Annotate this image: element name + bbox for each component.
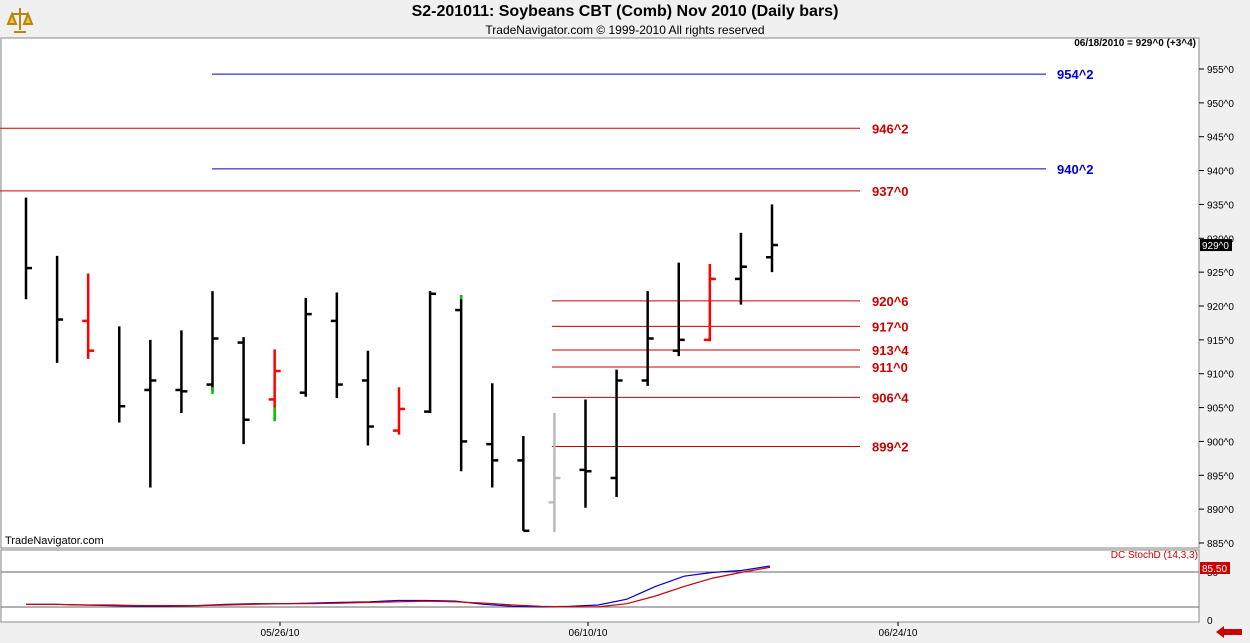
price-tick-label: 945^0: [1207, 133, 1234, 144]
ohlc-bar: [455, 295, 468, 472]
date-tick-label: 06/24/10: [879, 628, 918, 639]
price-axis: 885^0 890^0 895^0 900^0 905^0 910^0 915^0 920^0…: [1199, 65, 1234, 550]
price-tick-label: 885^0: [1207, 539, 1234, 550]
ind-value-label: 85.50: [1202, 564, 1227, 575]
ohlc-bar: [703, 264, 716, 342]
level-label: 946^2: [872, 121, 909, 136]
ohlc-bar: [237, 337, 250, 445]
price-panel: [0, 37, 1200, 549]
ohlc-bar: [118, 326, 126, 423]
date-axis: 05/26/10 06/10/10 06/24/10: [261, 622, 918, 639]
last-price-label: 929^0: [1202, 241, 1229, 252]
watermark: TradeNavigator.com: [5, 535, 104, 547]
date-tick-label: 05/26/10: [261, 628, 300, 639]
indicator-panel: [0, 549, 1200, 623]
ohlc-bar: [144, 339, 157, 488]
price-tick-label: 905^0: [1207, 404, 1234, 415]
ohlc-bar: [734, 232, 747, 305]
ohlc-bar: [82, 273, 95, 359]
price-tick-label: 925^0: [1207, 268, 1234, 279]
price-tick-label: 935^0: [1207, 200, 1234, 211]
ind-value-box: [1200, 562, 1230, 574]
last-price-box: [1200, 239, 1232, 252]
level-label: 906^4: [872, 390, 909, 405]
ohlc-bar: [641, 291, 654, 386]
ohlc-bar: [486, 383, 499, 488]
price-tick-label: 910^0: [1207, 370, 1234, 381]
ohlc-bar: [55, 255, 64, 363]
ind-tick-label: 0: [1207, 616, 1213, 627]
level-label: 954^2: [1057, 67, 1094, 82]
stochastic-plot: 50085.50: [1, 562, 1230, 627]
ohlc-bar: [175, 330, 188, 413]
price-tick-label: 955^0: [1207, 65, 1234, 76]
price-tick-label: 890^0: [1207, 505, 1234, 516]
indicator-label: DC StochD (14,3,3): [1110, 550, 1198, 561]
level-label: 920^6: [872, 294, 909, 309]
ohlc-bar: [24, 197, 32, 300]
ohlc-bar: [361, 350, 374, 446]
ohlc-bar: [393, 387, 405, 435]
price-tick-label: 920^0: [1207, 302, 1234, 313]
level-lines: 954^2 946^2 940^2 937^0 920^6 917^0 913^4 911^0…: [0, 67, 1094, 455]
level-label: 937^0: [872, 184, 909, 199]
stoch-d-line: [26, 566, 771, 608]
chart-title: S2-201011: Soybeans CBT (Comb) Nov 2010 …: [411, 3, 839, 20]
price-bars: [24, 197, 778, 533]
ohlc-bar: [424, 291, 437, 413]
price-tick-label: 895^0: [1207, 471, 1234, 482]
stoch-k-line: [26, 565, 771, 608]
level-label: 913^4: [872, 343, 909, 358]
trade-navigator-logo-icon: [6, 8, 34, 33]
level-label: 917^0: [872, 319, 909, 334]
price-tick-label: 900^0: [1207, 437, 1234, 448]
ohlc-bar: [579, 399, 592, 508]
ohlc-bar: [517, 436, 530, 533]
price-tick-label: 950^0: [1207, 99, 1234, 110]
date-tick-label: 06/10/10: [569, 628, 608, 639]
ohlc-bar: [766, 204, 778, 273]
price-tick-label: 915^0: [1207, 336, 1234, 347]
level-label: 899^2: [872, 440, 909, 455]
chart-subtitle: TradeNavigator.com © 1999-2010 All right…: [485, 23, 765, 37]
last-quote: 06/18/2010 = 929^0 (+3^4): [1074, 38, 1196, 49]
level-label: 911^0: [872, 360, 908, 375]
ohlc-bar: [610, 369, 623, 497]
back-arrow-icon[interactable]: [1214, 625, 1244, 639]
price-tick-label: 940^0: [1207, 167, 1234, 178]
ohlc-bar: [548, 412, 561, 533]
ohlc-bar: [330, 292, 343, 399]
ohlc-bar: [299, 297, 312, 397]
level-label: 940^2: [1057, 162, 1094, 177]
ohlc-bar: [672, 262, 685, 357]
ohlc-bar: [206, 291, 219, 392]
